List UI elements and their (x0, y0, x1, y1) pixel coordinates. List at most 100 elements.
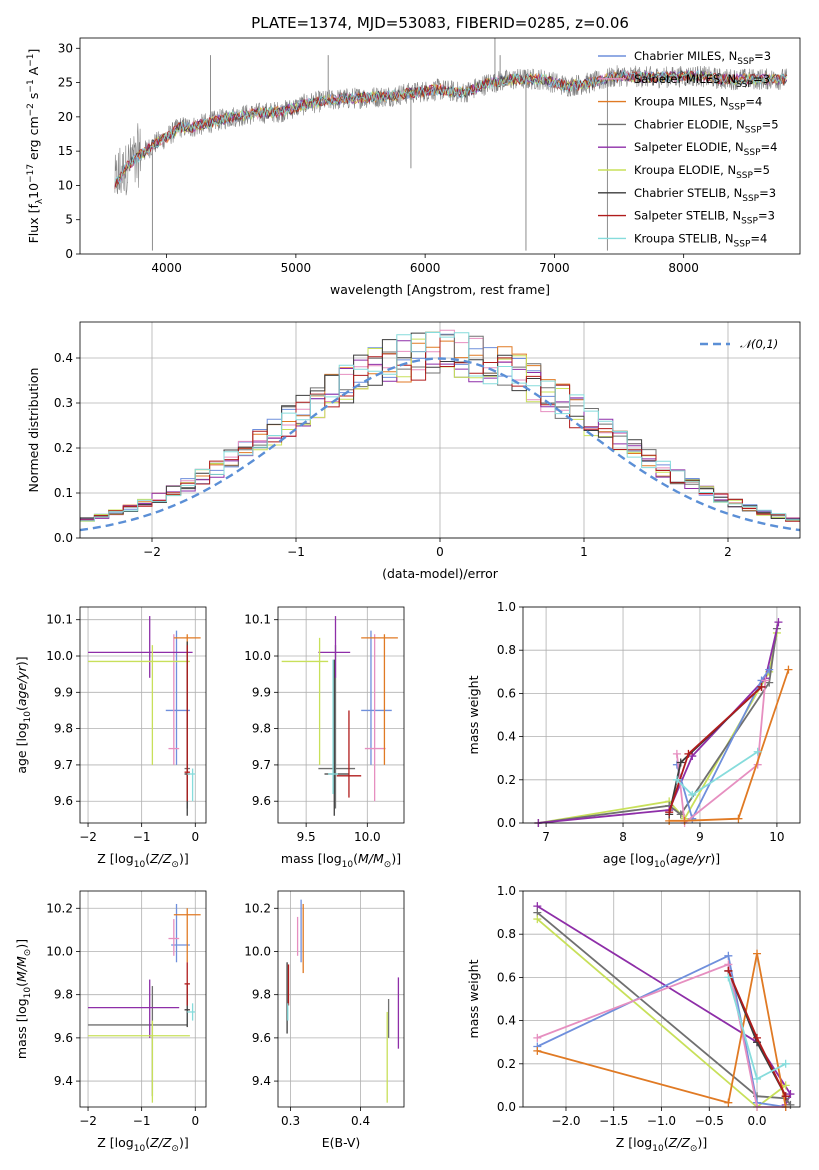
weight-marker (533, 1046, 542, 1055)
x-tick-label: 0 (191, 1114, 199, 1128)
y-tick-label: 10.0 (244, 649, 271, 663)
label-part: SSP (742, 194, 759, 204)
label-part: =4 (761, 140, 778, 154)
weight-marker (665, 808, 674, 817)
axes-frame (522, 890, 801, 1108)
mass_vs_ebv-axes: 0.3 0.4 9.4 9.6 9.8 10.0 10.2 E(B-V) (244, 890, 405, 1150)
axes-frame (522, 606, 801, 824)
label-part: −2 (26, 103, 36, 116)
y-tick-label: 9.6 (252, 1031, 271, 1045)
label-part: Z [log (97, 1135, 133, 1150)
y-tick-label: 0.4 (497, 1014, 516, 1028)
legend-entry: Kroupa ELODIE, NSSP=5 (634, 163, 770, 181)
label-part: SSP (734, 239, 751, 249)
x-tick-label: 6000 (410, 261, 441, 275)
x-tick-label: 0.0 (747, 1114, 766, 1128)
weight-marker (765, 665, 774, 674)
y-tick-label: 0 (65, 247, 73, 261)
label-part: Chabrier MILES, N (634, 49, 737, 63)
weight-marker (533, 1033, 542, 1042)
axes-frame (277, 606, 405, 824)
label-part: Kroupa MILES, N (634, 95, 729, 109)
label-part: =5 (753, 163, 770, 177)
weight-marker (781, 1059, 790, 1068)
label-part: =3 (754, 49, 771, 63)
legend-entry: 𝒩(0,1) (740, 337, 778, 351)
legend-entry: Salpeter MILES, NSSP=3 (634, 72, 770, 90)
y-tick-label: 10 (58, 178, 73, 192)
y-tick-label: 0.4 (497, 730, 516, 744)
weight-marker (786, 1100, 795, 1109)
y-tick-label: 0.0 (54, 531, 73, 545)
label-part: )] (14, 656, 29, 666)
label-part: =4 (750, 231, 767, 245)
x-axis-label: wavelength [Angstrom, rest frame] (330, 282, 550, 297)
y-tick-label: 25 (58, 76, 73, 90)
x-axis-label: Z [log10(Z/Z⊙)] (616, 1135, 707, 1154)
weight-marker (753, 1074, 762, 1083)
y-tick-label: 0.6 (497, 686, 516, 700)
y-tick-label: 9.4 (252, 1074, 271, 1088)
weight-line (669, 669, 790, 822)
errorbar-point (165, 630, 190, 765)
label-part: ⊙ (23, 949, 33, 957)
label-part: ] (26, 49, 41, 54)
weight-series (665, 665, 793, 825)
label-part: )] (14, 939, 29, 949)
label-part: ⊙ (690, 1144, 698, 1154)
label-part: SSP (729, 103, 746, 113)
weight-marker (774, 618, 783, 627)
legend-entry: Chabrier MILES, NSSP=3 (634, 49, 771, 67)
errorbar-point (88, 1020, 190, 1103)
y-tick-label: 9.7 (252, 758, 271, 772)
x-axis-label: age [log10(age/yr)] (603, 851, 720, 870)
label-part: Chabrier STELIB, N (634, 186, 742, 200)
x-tick-label: 0.4 (351, 1114, 370, 1128)
x-tick-label: 7 (542, 830, 550, 844)
weight-marker (753, 949, 762, 958)
label-part: SSP (736, 171, 753, 181)
weight-series (724, 966, 790, 1101)
legend-entry: Chabrier ELODIE, NSSP=5 (634, 117, 779, 135)
label-part: age [log (14, 722, 29, 773)
label-part: )] (697, 1135, 707, 1150)
label-part: Kroupa ELODIE, N (634, 163, 736, 177)
y-axis-label: mass weight (466, 959, 481, 1038)
label-part: =3 (753, 72, 770, 86)
y-tick-label: 0.2 (497, 1057, 516, 1071)
y-axis-label: Flux [fλ10−17 erg cm−2 s−1 A−1] (26, 49, 45, 244)
label-part: 10 (342, 860, 354, 870)
label-part: age/yr (670, 851, 711, 866)
x-tick-label: 4000 (151, 261, 182, 275)
label-part: age/yr (14, 665, 29, 706)
y-tick-label: 1.0 (497, 600, 516, 614)
axes-frame (79, 37, 801, 255)
x-tick-label: −2 (79, 1114, 97, 1128)
y-tick-label: 9.6 (54, 1031, 73, 1045)
y-tick-label: 9.4 (54, 1074, 73, 1088)
weight-marker (533, 915, 542, 924)
x-tick-label: −2.0 (551, 1114, 580, 1128)
errorbar-point (88, 979, 180, 1038)
y-tick-label: 0.2 (54, 441, 73, 455)
x-tick-label: 10 (769, 830, 784, 844)
errorbar-point (168, 919, 180, 956)
x-tick-label: −1 (287, 545, 305, 559)
label-part: Kroupa STELIB, N (634, 231, 734, 245)
errorbar-point (173, 908, 201, 963)
errorbar-point (187, 768, 196, 802)
weight-marker (680, 816, 689, 825)
label-part: M/M (358, 851, 384, 866)
label-part: −1 (26, 79, 36, 92)
label-part: SSP (736, 80, 753, 90)
y-tick-label: 9.9 (54, 685, 73, 699)
weight-marker (781, 1081, 790, 1090)
x-tick-label: 10.0 (354, 830, 381, 844)
y-tick-label: 10.1 (46, 613, 73, 627)
label-part: mass [log (281, 851, 342, 866)
label-part: A (26, 66, 41, 79)
axes-frame (79, 321, 801, 539)
weight-series (665, 682, 766, 817)
label-part: 10 (23, 987, 33, 999)
